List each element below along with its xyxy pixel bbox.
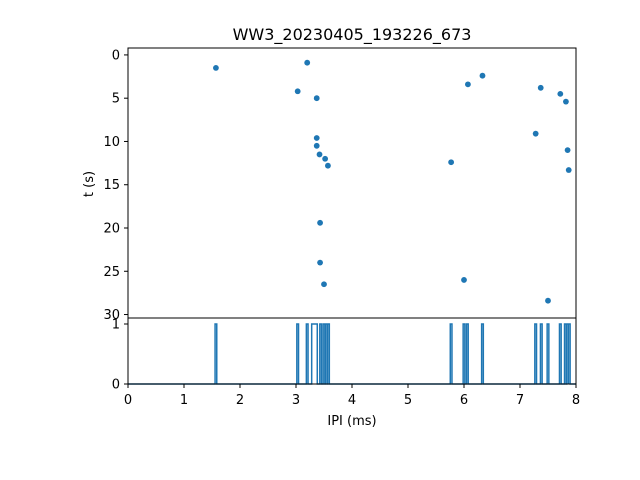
x-tick-label: 4	[348, 393, 356, 408]
y-tick-label: 1	[112, 318, 120, 333]
chart-title: WW3_20230405_193226_673	[233, 25, 472, 45]
y-tick-label: 30	[103, 308, 120, 323]
y-axis-label: t (s)	[82, 171, 97, 197]
scatter-point	[294, 88, 301, 95]
scatter-point	[304, 59, 311, 66]
scatter-point	[461, 277, 467, 283]
y-tick-label: 0	[112, 48, 120, 63]
y-tick-label: 20	[103, 222, 120, 237]
scatter-point	[479, 72, 486, 79]
scatter-point	[313, 142, 320, 149]
y-tick-label: 0	[112, 378, 120, 393]
pulse-panel: 0 1 0 1 2 3 4 5 6 7 8	[112, 317, 580, 408]
x-axis-label: IPI (ms)	[327, 414, 376, 429]
scatter-point	[317, 259, 323, 266]
scatter-point	[316, 151, 323, 158]
y-tick-label: 25	[103, 265, 120, 280]
scatter-point	[448, 159, 455, 166]
x-tick-label: 7	[516, 393, 524, 408]
x-tick-label: 2	[236, 393, 244, 408]
x-tick-label: 3	[292, 393, 300, 408]
scatter-point	[313, 95, 320, 102]
x-tick-label: 6	[460, 393, 468, 408]
scatter-point	[313, 135, 320, 141]
y-tick-label: 5	[112, 92, 120, 107]
scatter-point	[563, 98, 569, 105]
scatter-point	[322, 155, 329, 162]
scatter-point	[537, 84, 544, 91]
scatter-point	[465, 81, 471, 88]
scatter-point	[325, 162, 331, 169]
scatter-point	[564, 147, 571, 154]
x-tick-label: 5	[404, 393, 412, 408]
scatter-point	[321, 281, 327, 288]
scatter-point	[557, 90, 564, 97]
scatter-point	[213, 65, 219, 71]
scatter-point	[317, 219, 323, 226]
pulse-axes-frame	[127, 317, 577, 385]
scatter-point	[545, 297, 551, 304]
y-tick-label: 10	[103, 135, 120, 150]
x-tick-label: 8	[572, 393, 580, 408]
scatter-point	[532, 130, 539, 137]
x-tick-label: 1	[180, 393, 188, 408]
x-tick-label: 0	[124, 393, 132, 408]
scatter-point	[565, 167, 572, 173]
y-tick-label: 15	[103, 178, 120, 193]
